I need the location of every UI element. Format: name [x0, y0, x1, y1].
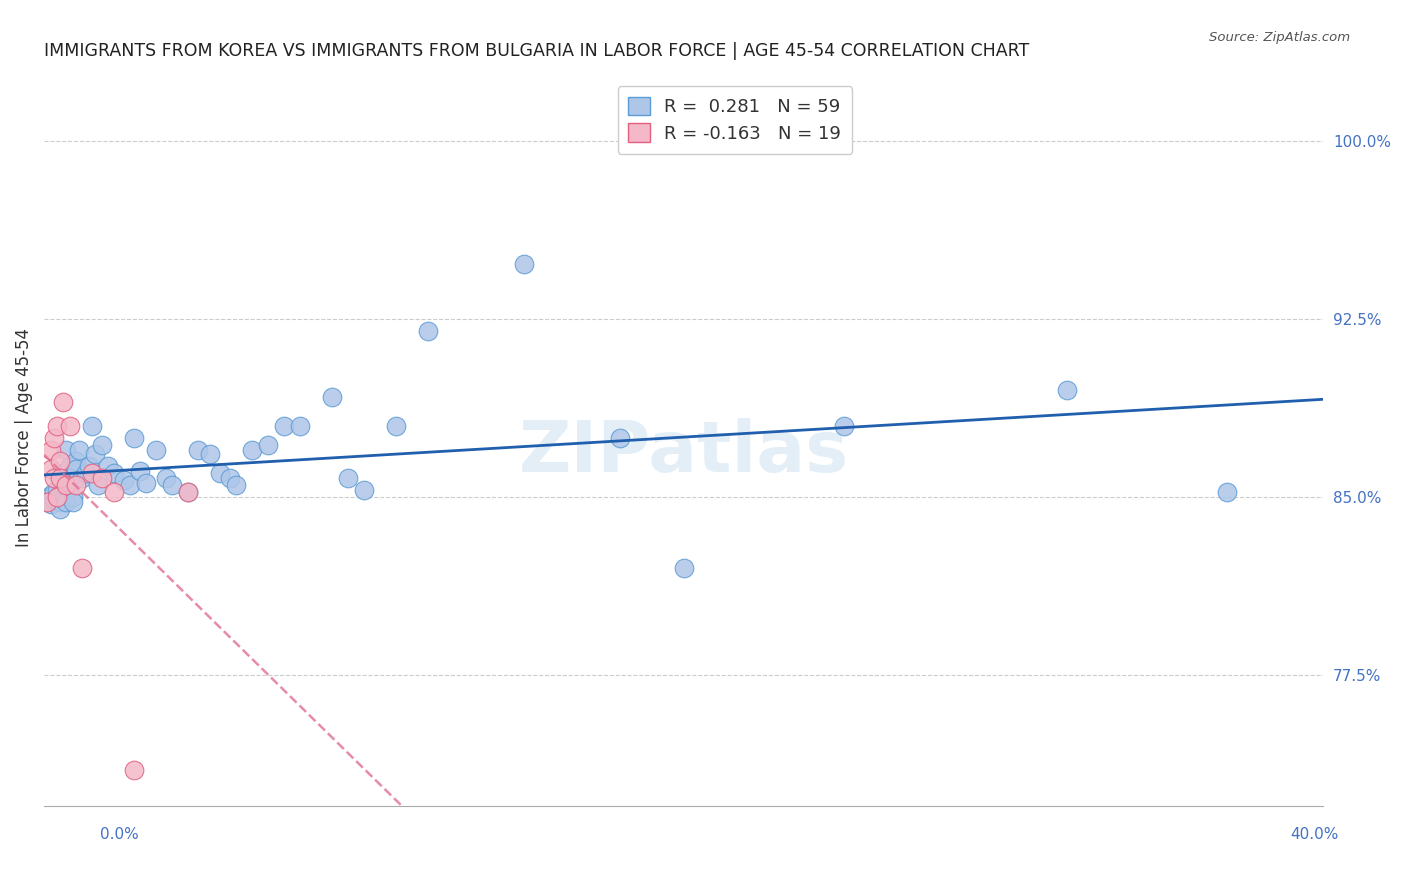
Point — [45, 490, 67, 504]
Text: 40.0%: 40.0% — [1291, 827, 1339, 841]
Point — [67, 442, 90, 457]
Point — [39, 497, 62, 511]
Point — [49, 471, 72, 485]
Point — [513, 257, 536, 271]
Point — [52, 467, 75, 481]
Point — [37, 494, 59, 508]
Point — [55, 442, 77, 457]
Y-axis label: In Labor Force | Age 45-54: In Labor Force | Age 45-54 — [15, 328, 32, 547]
Point — [49, 454, 72, 468]
Point — [80, 467, 103, 481]
Point — [87, 478, 110, 492]
Point — [59, 471, 82, 485]
Point — [112, 474, 135, 488]
Point — [672, 561, 695, 575]
Point — [103, 485, 125, 500]
Legend: R =  0.281   N = 59, R = -0.163   N = 19: R = 0.281 N = 59, R = -0.163 N = 19 — [617, 86, 852, 153]
Point — [75, 467, 97, 481]
Point — [177, 485, 200, 500]
Point — [62, 490, 84, 504]
Point — [177, 485, 200, 500]
Point — [62, 494, 84, 508]
Point — [52, 478, 75, 492]
Text: IMMIGRANTS FROM KOREA VS IMMIGRANTS FROM BULGARIA IN LABOR FORCE | AGE 45-54 COR: IMMIGRANTS FROM KOREA VS IMMIGRANTS FROM… — [44, 42, 1029, 60]
Point — [122, 431, 145, 445]
Point — [160, 478, 183, 492]
Point — [240, 442, 263, 457]
Point — [37, 494, 59, 508]
Point — [49, 494, 72, 508]
Text: 0.0%: 0.0% — [100, 827, 139, 841]
Point — [39, 442, 62, 457]
Point — [52, 395, 75, 409]
Point — [42, 485, 65, 500]
Point — [59, 418, 82, 433]
Point — [187, 442, 209, 457]
Point — [45, 490, 67, 504]
Point — [45, 418, 67, 433]
Point — [273, 418, 295, 433]
Point — [55, 478, 77, 492]
Point — [45, 483, 67, 497]
Point — [59, 459, 82, 474]
Point — [120, 478, 142, 492]
Point — [103, 467, 125, 481]
Point — [155, 471, 177, 485]
Point — [200, 447, 222, 461]
Point — [97, 459, 120, 474]
Point — [42, 471, 65, 485]
Point — [385, 418, 408, 433]
Point — [65, 461, 87, 475]
Point — [609, 431, 631, 445]
Point — [225, 478, 247, 492]
Point — [1056, 383, 1078, 397]
Point — [49, 488, 72, 502]
Point — [129, 464, 152, 478]
Point — [90, 438, 112, 452]
Point — [39, 461, 62, 475]
Point — [135, 475, 157, 490]
Point — [1216, 485, 1239, 500]
Point — [416, 324, 439, 338]
Point — [72, 561, 94, 575]
Point — [208, 467, 231, 481]
Point — [55, 494, 77, 508]
Point — [65, 454, 87, 468]
Point — [39, 488, 62, 502]
Point — [832, 418, 855, 433]
Point — [80, 418, 103, 433]
Point — [77, 459, 100, 474]
Point — [218, 471, 240, 485]
Point — [288, 418, 311, 433]
Point — [65, 478, 87, 492]
Point — [257, 438, 280, 452]
Point — [72, 471, 94, 485]
Point — [49, 501, 72, 516]
Point — [353, 483, 375, 497]
Point — [42, 492, 65, 507]
Point — [145, 442, 167, 457]
Text: Source: ZipAtlas.com: Source: ZipAtlas.com — [1209, 31, 1350, 45]
Text: ZIPatlas: ZIPatlas — [519, 417, 849, 487]
Point — [42, 431, 65, 445]
Point — [84, 447, 107, 461]
Point — [336, 471, 359, 485]
Point — [321, 390, 343, 404]
Point — [90, 471, 112, 485]
Point — [122, 763, 145, 777]
